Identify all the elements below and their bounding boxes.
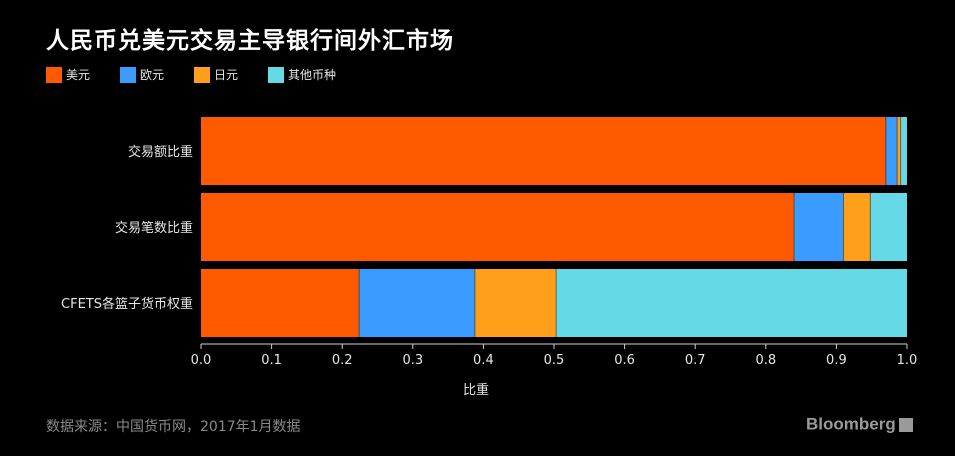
x-tick-label: 0.4	[473, 353, 494, 368]
source-note: 数据来源：中国货币网，2017年1月数据	[46, 416, 301, 436]
x-tick-label: 0.3	[402, 353, 423, 368]
x-tick-label: 0.6	[614, 353, 635, 368]
x-tick-label: 0.1	[261, 353, 282, 368]
category-label: CFETS各篮子货币权重	[61, 296, 193, 312]
bar-segment-1-0	[201, 193, 794, 261]
x-tick-label: 0.2	[332, 353, 353, 368]
bloomberg-chart-icon	[899, 418, 913, 432]
bar-segment-0-0	[201, 117, 886, 185]
brand-name: Bloomberg	[806, 415, 896, 434]
x-tick-label: 0.5	[544, 353, 565, 368]
bar-segment-1-1	[794, 193, 843, 261]
x-tick-label: 0.9	[826, 353, 847, 368]
category-label: 交易额比重	[128, 144, 193, 160]
bloomberg-logo: Bloomberg	[806, 414, 913, 436]
x-tick-label: 0.0	[191, 353, 212, 368]
bar-segment-1-2	[843, 193, 870, 261]
x-tick-label: 0.8	[755, 353, 776, 368]
bar-segment-0-3	[901, 117, 907, 185]
x-tick-label: 0.7	[685, 353, 706, 368]
bar-segment-0-2	[897, 117, 901, 185]
bar-segment-2-3	[556, 269, 907, 337]
bar-segment-1-3	[870, 193, 907, 261]
bar-segment-0-1	[886, 117, 897, 185]
bar-segment-2-2	[475, 269, 556, 337]
x-axis-title: 比重	[463, 382, 489, 398]
category-label: 交易笔数比重	[115, 220, 193, 236]
bar-segment-2-1	[359, 269, 475, 337]
bar-segment-2-0	[201, 269, 359, 337]
x-tick-label: 1.0	[897, 353, 918, 368]
